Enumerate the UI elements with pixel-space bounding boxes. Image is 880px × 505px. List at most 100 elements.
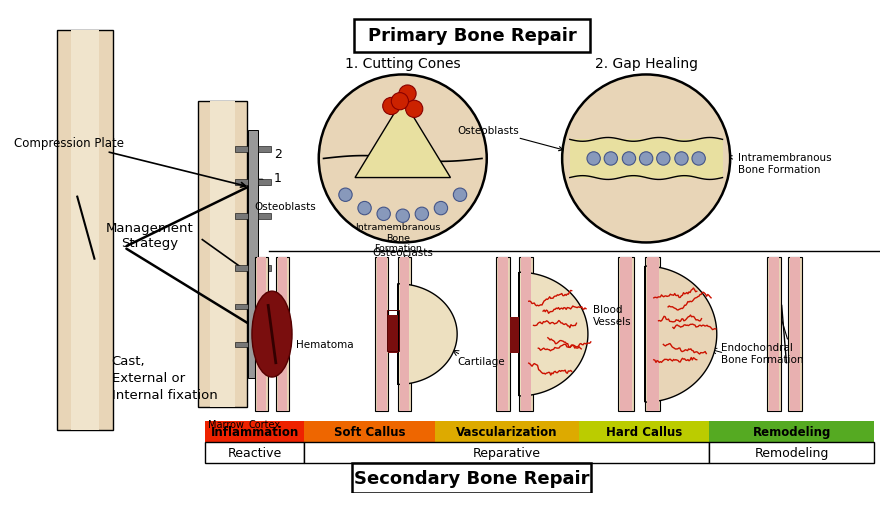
Bar [498,257,508,412]
Circle shape [587,153,600,166]
Bar [57,30,113,431]
Bar [235,180,248,186]
Bar [258,342,271,348]
Bar [709,421,874,442]
FancyBboxPatch shape [354,20,590,53]
Text: Blood
Vessels: Blood Vessels [593,305,631,326]
Circle shape [396,210,409,223]
Text: 1. Cutting Cones: 1. Cutting Cones [345,57,460,71]
Polygon shape [645,267,717,402]
Bar [275,257,290,412]
Bar [257,257,267,412]
Text: Cast,
External or
Internal fixation: Cast, External or Internal fixation [112,355,217,401]
Text: Intramembranous
Bone Formation: Intramembranous Bone Formation [737,153,832,175]
Bar [377,257,386,412]
Bar [510,317,519,353]
Text: Marrow: Marrow [209,419,244,429]
Text: Inflammation: Inflammation [210,425,299,438]
Text: Reparative: Reparative [473,446,540,459]
Bar [788,257,802,412]
Polygon shape [355,100,451,178]
Circle shape [319,75,487,243]
Bar [578,421,709,442]
Text: Hard Callus: Hard Callus [605,425,682,438]
Bar [210,102,235,407]
Circle shape [656,153,670,166]
Circle shape [675,153,688,166]
Bar [235,214,248,219]
Text: Cortex: Cortex [248,419,280,429]
Text: Primary Bone Repair: Primary Bone Repair [368,27,576,45]
Bar [496,257,510,412]
Text: Secondary Bone Repair: Secondary Bone Repair [354,469,590,487]
Circle shape [383,98,400,115]
Circle shape [358,202,371,215]
Bar [767,257,781,412]
Circle shape [415,208,429,221]
Bar [645,257,661,412]
Bar [519,257,532,412]
Bar [790,257,800,412]
Bar [235,342,248,348]
Bar [388,315,398,354]
Bar [205,442,304,463]
FancyBboxPatch shape [352,464,591,493]
Bar [304,421,435,442]
Bar [205,421,304,442]
Text: Vascularization: Vascularization [456,425,557,438]
Bar [235,147,248,153]
Circle shape [622,153,635,166]
Circle shape [640,153,653,166]
Polygon shape [398,284,457,385]
Bar [398,257,411,412]
Circle shape [339,189,352,202]
Bar [258,147,271,153]
Bar [769,257,779,412]
Bar [400,257,409,412]
Text: Osteoblasts: Osteoblasts [254,202,316,212]
Text: Osteoclasts: Osteoclasts [372,248,433,258]
Bar [569,140,722,178]
Bar [197,102,247,407]
Bar [258,304,271,310]
Bar [387,311,399,351]
Bar [375,257,388,412]
Text: 2: 2 [274,148,282,161]
Text: Intramembranous
Bone
Formation: Intramembranous Bone Formation [356,223,441,252]
Text: 2. Gap Healing: 2. Gap Healing [595,57,698,71]
Text: Remodeling: Remodeling [752,425,831,438]
Text: Management
Strategy: Management Strategy [106,221,194,249]
Text: Remodeling: Remodeling [754,446,829,459]
Circle shape [377,208,391,221]
Circle shape [605,153,618,166]
Text: Soft Callus: Soft Callus [334,425,405,438]
Circle shape [692,153,706,166]
Bar [255,257,268,412]
Circle shape [392,93,408,111]
Circle shape [399,86,416,103]
Bar [258,266,271,272]
Bar [235,304,248,310]
Text: Hematoma: Hematoma [296,339,354,349]
Text: Reactive: Reactive [228,446,282,459]
Bar [278,257,287,412]
Text: Osteoblasts: Osteoblasts [458,126,563,152]
Polygon shape [519,273,588,396]
Bar [235,266,248,272]
Circle shape [434,202,448,215]
Bar [248,131,258,378]
Bar [619,257,634,412]
Bar [304,442,709,463]
Text: 1: 1 [274,172,282,185]
Text: Endochondral
Bone Formation: Endochondral Bone Formation [721,343,803,364]
Ellipse shape [252,291,292,377]
Circle shape [406,101,422,118]
Bar [258,214,271,219]
Bar [620,257,632,412]
Bar [709,442,874,463]
Text: Cartilage: Cartilage [457,356,505,366]
Bar [521,257,531,412]
Bar [70,30,99,431]
Text: Compression Plate: Compression Plate [14,136,246,188]
Bar [435,421,578,442]
